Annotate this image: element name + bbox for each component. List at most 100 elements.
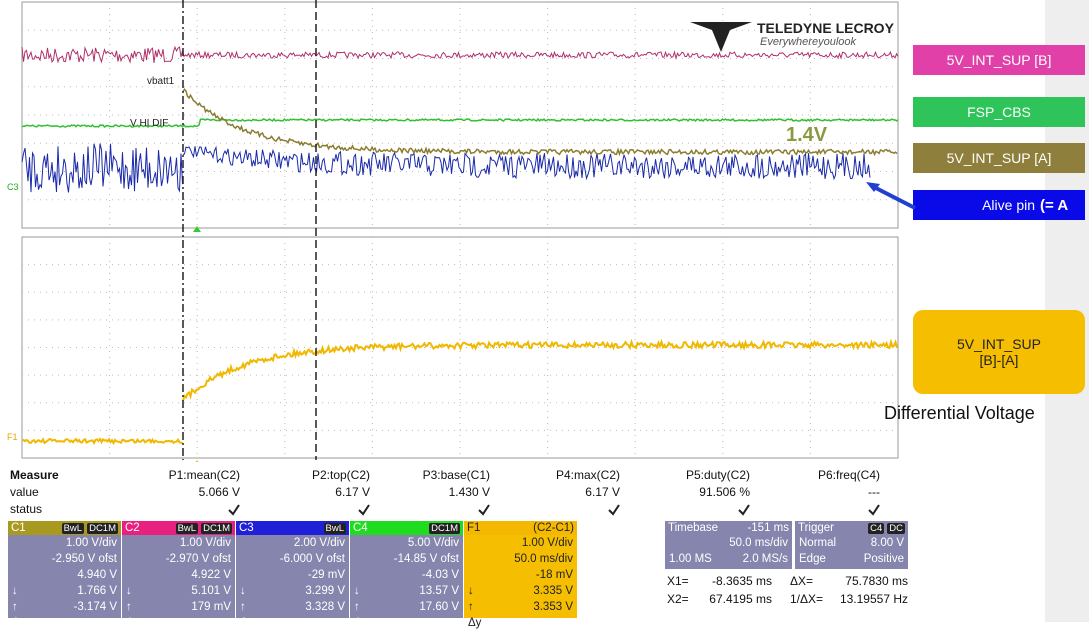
timebase-delay: -151 ms: [747, 522, 789, 534]
status-icon: [228, 504, 240, 516]
timebase-row: 1.00 MS 2.0 MS/s: [665, 551, 792, 567]
row-symbol: Δy: [240, 617, 254, 629]
measure-value: 6.17 V: [585, 485, 620, 499]
channel-header: C3 BwL: [236, 521, 349, 535]
row-symbol: Δy: [354, 617, 368, 629]
channel-tag: BwL: [175, 522, 199, 534]
logo-brand: TELEDYNE LECROY: [757, 20, 894, 36]
timebase-rate: 2.0 MS/s: [742, 553, 788, 565]
channel-header: C2 BwL DC1M: [122, 521, 235, 535]
channel-row: 3.328 V Δy: [240, 601, 345, 629]
timebase-label: Timebase: [668, 522, 719, 534]
channel-row: -4.03 V ↓: [354, 569, 459, 597]
legend-label: Alive pin: [913, 190, 1085, 220]
trace-label: F1: [7, 432, 18, 442]
trigger-kind: Edge: [799, 553, 826, 565]
cursor-readout: X1=: [667, 574, 689, 588]
measure-value: 6.17 V: [335, 485, 370, 499]
channel-row: 5.101 V ↑: [126, 585, 231, 613]
channel-row: -18 mV ↓: [468, 569, 573, 597]
cursor-readout: 67.4195 ms: [709, 592, 772, 606]
measure-value: 5.066 V: [198, 485, 240, 499]
legend-label: 5V_INT_SUP [A]: [913, 143, 1085, 173]
channel-tag: (C2-C1): [533, 522, 574, 534]
measure-header: P1:mean(C2): [168, 468, 240, 482]
channel-box: C2 BwL DC1M 1.00 V/div -2.970 V ofst 4.922 V ↓…: [122, 521, 235, 629]
trace-label: C3: [7, 182, 19, 192]
channel-box: F1 (C2-C1) 1.00 V/div 50.0 ms/div -18 mV ↓ 3.3…: [464, 521, 577, 629]
measure-header: P3:base(C1): [422, 468, 490, 482]
cursor-readout: 13.19557 Hz: [839, 592, 908, 606]
measure-value: 91.506 %: [699, 485, 750, 499]
measure-title: Measure: [10, 468, 59, 482]
channel-row: 1.00 V/div: [179, 537, 231, 549]
channel-tag: DC1M: [429, 522, 460, 534]
channel-name: C1: [11, 522, 26, 534]
trace-a: [182, 88, 898, 157]
channel-row: 50.0 ms/div: [514, 553, 573, 565]
measure-header: P2:top(C2): [311, 468, 370, 482]
trigger-header: Trigger C4 DC: [795, 521, 908, 535]
channel-row: 13.57 V ↑: [354, 585, 459, 613]
row-label: status: [10, 502, 43, 516]
legend-label: FSP_CBS: [913, 97, 1085, 127]
measure-header: P5:duty(C2): [685, 468, 750, 482]
measure-header: P6:freq(C4): [817, 468, 880, 482]
channel-name: F1: [467, 522, 481, 534]
trigger-marker: [193, 226, 201, 232]
timebase-points: 1.00 MS: [669, 553, 712, 565]
channel-header: F1 (C2-C1): [464, 521, 577, 535]
trigger-tag: DC: [887, 522, 905, 534]
pointer-arrow: [866, 182, 916, 210]
scope-screen: [21, 0, 899, 462]
channel-row: 179 mV Δy: [126, 601, 231, 629]
channel-row: 17.60 V Δy: [354, 601, 459, 629]
arrow-note: (= A: [1040, 197, 1069, 214]
cursor-readout: -8.3635 ms: [711, 574, 772, 588]
trigger-level: 8.00 V: [870, 537, 904, 549]
trigger-box: Trigger C4 DC Normal 8.00 V Edge Positive: [795, 521, 908, 569]
channel-box: C4 DC1M 5.00 V/div -14.85 V ofst -4.03 V ↓ 13.…: [350, 521, 463, 629]
cursor-readout: ΔX=: [790, 574, 814, 588]
legend-label: 5V_INT_SUP [B]-[A]: [913, 310, 1085, 394]
channel-tag: BwL: [323, 522, 346, 534]
channel-box: C1 BwL DC1M 1.00 V/div -2.950 V ofst 4.940 V ↓…: [8, 521, 121, 629]
trigger-tag: C4: [868, 522, 885, 534]
row-symbol: ↓: [354, 585, 360, 597]
status-icon: [868, 504, 880, 516]
status-icon: [738, 504, 750, 516]
trigger-label: Trigger: [798, 522, 834, 534]
channel-row: -14.85 V ofst: [393, 553, 459, 565]
status-icon: [478, 504, 490, 516]
channel-row: 3.353 V Δy: [468, 601, 573, 629]
channel-header: C1 BwL DC1M: [8, 521, 121, 535]
timebase-scale: 50.0 ms/div: [729, 537, 788, 549]
trace-diff: [182, 338, 898, 402]
row-symbol: ↓: [468, 585, 474, 597]
trigger-slope: Positive: [863, 553, 904, 565]
measure-value: ---: [868, 485, 880, 499]
channel-row: -2.970 V ofst: [165, 553, 231, 565]
trigger-row: Normal 8.00 V: [795, 535, 908, 551]
trace-alive: [182, 145, 871, 181]
row-label: value: [10, 485, 39, 499]
row-symbol: ↓: [12, 585, 18, 597]
diff-note: Differential Voltage: [884, 403, 1035, 423]
trace-label: vbatt1: [147, 76, 175, 87]
row-symbol: ↑: [240, 601, 246, 613]
trace-alive: [21, 143, 183, 193]
channel-tag: BwL: [61, 522, 85, 534]
status-icon: [608, 504, 620, 516]
cursor-readout: 1/ΔX=: [790, 592, 824, 606]
channel-row: -29 mV ↓: [240, 569, 345, 597]
trace-b: [21, 45, 899, 64]
row-symbol: ↓: [240, 585, 246, 597]
trigger-mode: Normal: [799, 537, 837, 549]
channel-row: 1.00 V/div: [65, 537, 117, 549]
trace-label: V HI DIF: [130, 118, 169, 129]
channel-name: C4: [353, 522, 368, 534]
channel-name: C2: [125, 522, 140, 534]
channel-row: 1.766 V ↑: [12, 585, 117, 613]
cursor-readout: 75.7830 ms: [845, 574, 908, 588]
